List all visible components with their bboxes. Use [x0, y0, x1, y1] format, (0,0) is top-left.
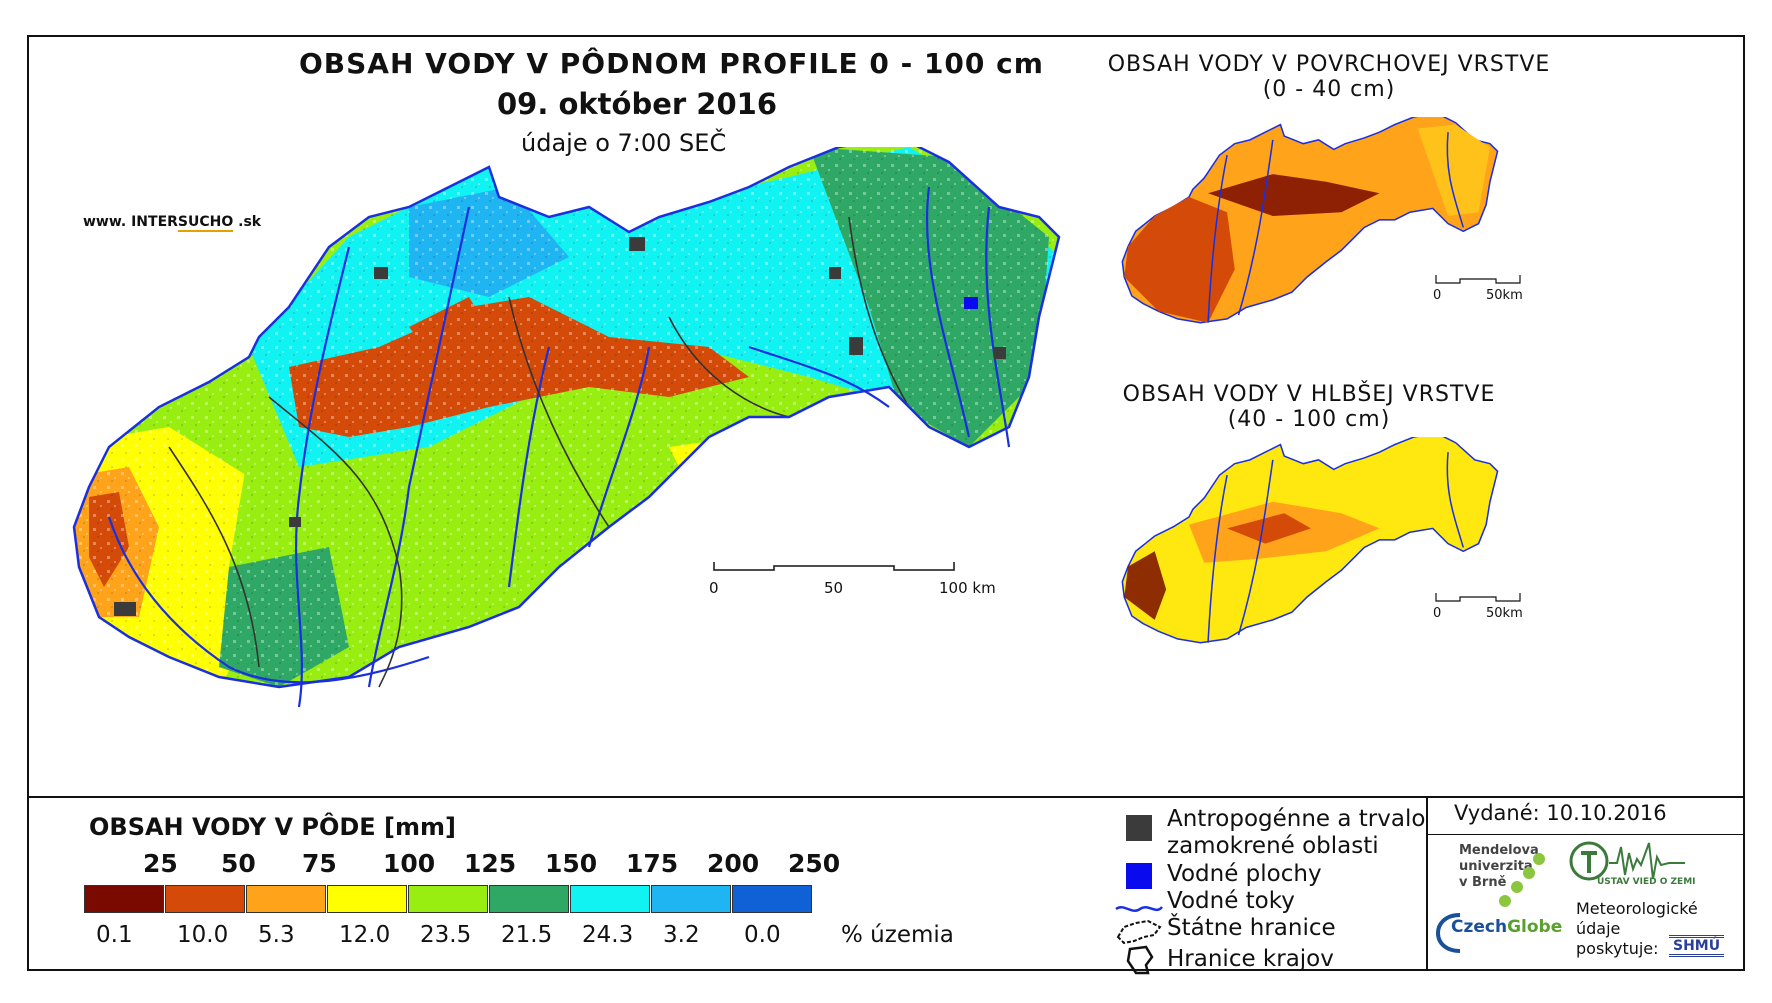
inset-top-scale	[1435, 275, 1521, 284]
legend-percentage: 12.0	[339, 922, 391, 948]
map-frame: 0 50 100 km OBSAH VODY V PÔDNOM PROFILE …	[27, 35, 1745, 975]
publisher-divider-h	[1426, 834, 1745, 835]
legend-divider	[29, 796, 1743, 798]
website-prefix: www. INTER	[83, 214, 178, 230]
inset-top-title-line2: (0 - 40 cm)	[1262, 77, 1396, 102]
time-note: údaje o 7:00 SEČ	[521, 129, 727, 157]
czechglobe-logo: CzechGlobe	[1451, 917, 1562, 937]
legend-title: OBSAH VODY V PÔDE [mm]	[89, 813, 457, 841]
legend-percentage: 0.0	[744, 922, 781, 948]
czechglobe-part1: Czech	[1451, 917, 1508, 937]
legend-percentage: 23.5	[420, 922, 472, 948]
inset-bottom-map	[1121, 437, 1499, 644]
anthro-swatch	[1126, 815, 1152, 841]
website-link[interactable]: www. INTERSUCHO .sk	[83, 214, 262, 232]
legend-swatch	[489, 885, 569, 913]
main-scale-bar	[713, 562, 955, 571]
river-symbol-icon	[1115, 906, 1163, 912]
legend-threshold: 175	[626, 849, 679, 878]
legend-percentage: 5.3	[258, 922, 295, 948]
legend-percentage: 24.3	[582, 922, 634, 948]
shmu-logo: SHMÚ	[1669, 935, 1725, 957]
website-suffix: .sk	[233, 214, 262, 230]
river-label: Vodné toky	[1167, 888, 1295, 914]
main-scale-50: 50	[824, 579, 844, 597]
inset-bottom-title-line2: (40 - 100 cm)	[1227, 407, 1391, 432]
main-scale-0: 0	[709, 579, 719, 597]
pct-unit: % územia	[841, 922, 954, 948]
legend-swatch	[165, 885, 245, 913]
anthro-label-1: Antropogénne a trvalo	[1167, 806, 1426, 832]
legend-threshold: 50	[221, 849, 256, 878]
main-scale-100: 100 km	[939, 579, 996, 597]
legend-swatch	[327, 885, 407, 913]
state-border-icon	[1116, 919, 1162, 945]
mendel-line1: Mendelova	[1459, 843, 1539, 858]
legend-swatch	[408, 885, 488, 913]
mendel-dots-icon	[1499, 853, 1545, 907]
legend-percentage: 10.0	[177, 922, 229, 948]
mendel-line2: univerzita	[1459, 859, 1533, 874]
region-border-label: Hranice krajov	[1167, 946, 1334, 972]
issued-date: Vydané: 10.10.2016	[1454, 801, 1667, 825]
legend-swatch	[246, 885, 326, 913]
map-date: 09. október 2016	[497, 87, 778, 121]
inset-top-scale-0: 0	[1433, 288, 1442, 303]
czechglobe-part2: Globe	[1507, 917, 1563, 937]
inset-top-map	[1121, 117, 1499, 324]
meteo-line1: Meteorologické	[1576, 899, 1698, 918]
water-label: Vodné plochy	[1167, 861, 1322, 887]
legend-threshold: 150	[545, 849, 598, 878]
region-border-icon	[1126, 945, 1154, 975]
website-mid: SUCHO	[177, 214, 234, 232]
legend-threshold: 250	[788, 849, 841, 878]
main-soil-water-map	[72, 147, 1061, 708]
anthro-label-2: zamokrené oblasti	[1167, 833, 1379, 859]
main-title: OBSAH VODY V PÔDNOM PROFILE 0 - 100 cm	[299, 47, 1044, 80]
inset-bottom-scale-0: 0	[1433, 606, 1442, 621]
meteo-line3: poskytuje:	[1576, 939, 1659, 958]
czechglobe-icon	[1435, 913, 1461, 953]
water-swatch	[1126, 863, 1152, 889]
legend-percentage: 3.2	[663, 922, 700, 948]
inset-bottom-title: OBSAH VODY V HLBŠEJ VRSTVE (40 - 100 cm)	[1069, 382, 1549, 432]
legend-swatch	[732, 885, 812, 913]
mendel-line3: v Brně	[1459, 875, 1507, 890]
uvgz-logo-icon	[1569, 841, 1685, 881]
uvgz-label: ÚSTAV VIED O ZEMI	[1597, 877, 1696, 887]
state-border-label: Štátne hranice	[1167, 915, 1336, 941]
legend-swatch	[84, 885, 164, 913]
publisher-divider	[1426, 796, 1428, 971]
meteo-line2: údaje	[1576, 919, 1621, 938]
inset-top-scale-50: 50km	[1486, 288, 1523, 303]
legend-threshold: 200	[707, 849, 760, 878]
inset-top-title: OBSAH VODY V POVRCHOVEJ VRSTVE (0 - 40 c…	[1089, 52, 1569, 102]
legend-percentage: 0.1	[96, 922, 133, 948]
legend-swatch	[570, 885, 650, 913]
inset-top-title-line1: OBSAH VODY V POVRCHOVEJ VRSTVE	[1107, 52, 1551, 77]
inset-bottom-scale	[1435, 593, 1521, 602]
legend-percentage: 21.5	[501, 922, 553, 948]
legend-swatch	[651, 885, 731, 913]
legend-threshold: 75	[302, 849, 337, 878]
legend-threshold: 100	[383, 849, 436, 878]
legend-threshold: 125	[464, 849, 517, 878]
legend-threshold: 25	[143, 849, 178, 878]
inset-bottom-title-line1: OBSAH VODY V HLBŠEJ VRSTVE	[1122, 382, 1496, 407]
inset-bottom-scale-50: 50km	[1486, 606, 1523, 621]
